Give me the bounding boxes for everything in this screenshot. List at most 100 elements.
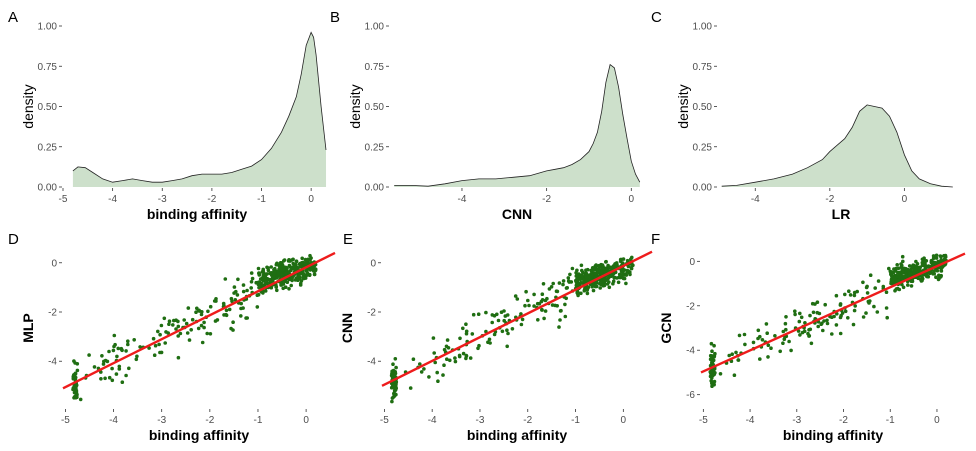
data-point xyxy=(132,338,136,342)
data-point xyxy=(621,257,626,261)
data-point xyxy=(618,257,623,262)
data-point xyxy=(271,275,276,279)
data-point xyxy=(298,264,302,269)
density-curve xyxy=(721,104,953,188)
data-point xyxy=(135,354,139,359)
data-point xyxy=(269,265,274,269)
y-tick-label: 1.00 xyxy=(38,22,58,33)
y-axis-label: CNN xyxy=(339,313,355,343)
data-point xyxy=(114,372,119,376)
data-point xyxy=(523,303,527,308)
data-point xyxy=(445,357,449,362)
data-point xyxy=(506,331,510,336)
data-point xyxy=(236,277,240,282)
data-point xyxy=(418,362,422,366)
data-point xyxy=(895,263,899,267)
data-point xyxy=(448,358,452,363)
y-axis-label: GCN xyxy=(658,312,674,343)
data-point xyxy=(524,289,528,294)
data-point xyxy=(713,371,717,375)
data-point xyxy=(510,327,515,331)
data-point xyxy=(263,289,268,293)
data-point xyxy=(488,341,492,345)
data-point xyxy=(607,285,612,290)
data-point xyxy=(910,265,915,269)
x-tick-label: 0 xyxy=(902,194,908,205)
data-point xyxy=(816,324,820,329)
data-point xyxy=(249,280,254,284)
data-point xyxy=(766,355,770,359)
data-point xyxy=(582,288,587,293)
data-point xyxy=(229,326,233,331)
data-point xyxy=(282,259,286,263)
data-point xyxy=(464,356,468,361)
data-point xyxy=(736,358,740,362)
data-point xyxy=(711,373,715,378)
y-tick-label: 0.00 xyxy=(365,183,385,194)
x-tick-label: -4 xyxy=(746,415,755,426)
data-point xyxy=(272,272,276,277)
data-point xyxy=(174,327,178,331)
data-point xyxy=(855,289,859,294)
data-point xyxy=(596,267,601,272)
data-point xyxy=(892,267,896,271)
data-point xyxy=(287,263,292,268)
data-point xyxy=(287,287,291,291)
data-point xyxy=(281,286,286,291)
data-point xyxy=(540,307,544,312)
data-point xyxy=(172,318,176,323)
data-point xyxy=(712,354,716,359)
panel-A: A -5 -4 -3 -2 -1 0 0.00 0.25 0.50 0.75 1.00 binding … xyxy=(8,9,327,222)
data-point xyxy=(505,344,510,349)
data-point xyxy=(709,341,714,346)
data-point xyxy=(116,346,120,351)
data-point xyxy=(184,321,189,326)
data-point xyxy=(712,382,716,387)
data-point xyxy=(159,323,164,328)
data-point xyxy=(594,280,599,284)
data-point xyxy=(557,325,561,329)
data-point xyxy=(891,279,895,283)
panel-letter-C: C xyxy=(651,9,662,26)
data-point xyxy=(265,265,269,270)
data-point xyxy=(441,373,445,377)
data-point xyxy=(272,268,276,272)
data-point xyxy=(513,294,518,298)
data-point xyxy=(278,261,283,265)
data-point xyxy=(580,268,584,273)
data-point xyxy=(616,280,621,285)
data-point xyxy=(178,331,183,336)
data-point xyxy=(287,277,292,282)
x-tick-label: -4 xyxy=(428,415,437,426)
x-tick-label: -4 xyxy=(751,194,760,205)
data-point xyxy=(239,306,243,311)
data-point xyxy=(799,315,804,320)
data-point xyxy=(737,333,742,338)
data-point xyxy=(885,315,889,320)
data-point xyxy=(629,257,633,262)
data-point xyxy=(894,287,899,291)
data-point xyxy=(932,260,937,265)
data-point xyxy=(280,273,285,277)
data-point xyxy=(308,253,312,258)
data-point xyxy=(778,349,782,354)
data-point xyxy=(296,278,300,283)
data-point xyxy=(718,372,723,376)
data-point xyxy=(532,304,536,308)
y-tick-label: 0.25 xyxy=(38,142,58,153)
data-point xyxy=(937,273,941,278)
data-point xyxy=(543,309,548,313)
y-tick-label: 0 xyxy=(370,258,376,269)
data-point xyxy=(861,315,866,319)
density-area xyxy=(721,104,953,187)
data-point xyxy=(923,265,928,269)
data-point xyxy=(71,376,76,380)
data-point xyxy=(907,264,912,268)
data-point xyxy=(392,394,397,398)
data-point xyxy=(542,316,546,321)
data-point xyxy=(593,272,598,277)
data-point xyxy=(433,360,438,365)
data-point xyxy=(235,293,240,297)
data-point xyxy=(851,322,856,327)
data-point xyxy=(601,277,606,282)
